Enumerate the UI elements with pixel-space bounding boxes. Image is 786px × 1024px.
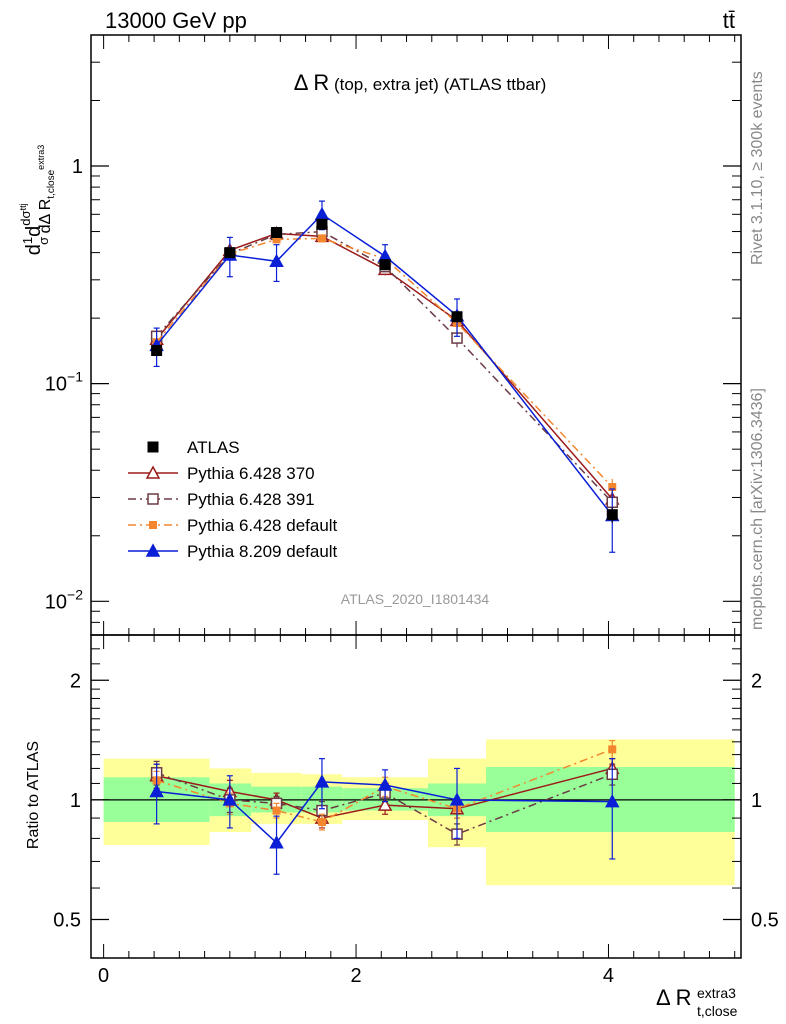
main-y-label: d1σddσttj dΔ Rt,closeextra3 <box>18 145 57 255</box>
x-axis-label-sup: extra3 <box>697 985 736 1001</box>
main-point <box>269 253 284 268</box>
ratio-y-tick-label: 2 <box>70 670 81 692</box>
legend-marker <box>149 521 157 529</box>
main-point <box>271 226 283 238</box>
legend-label: Pythia 6.428 default <box>187 516 338 535</box>
rivet-label: Rivet 3.1.10, ≥ 300k events <box>749 71 766 265</box>
ratio-y-tick-label-right: 1 <box>751 790 762 812</box>
main-point <box>224 247 236 259</box>
legend-entry-0: ATLAS <box>147 438 240 457</box>
ratio-point <box>317 817 326 826</box>
main-axes: 110−110−2 <box>45 35 741 635</box>
legend-entry-3: Pythia 6.428 default <box>128 516 338 535</box>
ratio-point <box>449 792 465 806</box>
x-axis-label-sub: t,close <box>697 1003 738 1019</box>
ratio-point <box>222 792 238 806</box>
ratio-point <box>377 777 393 791</box>
legend-marker <box>145 465 161 479</box>
main-y-label-text: d1σddσttj dΔ Rt,closeextra3 <box>18 145 57 255</box>
ratio-point <box>377 797 393 811</box>
legend-label: Pythia 8.209 default <box>187 542 338 561</box>
ratio-frame <box>90 634 742 959</box>
process-label: tt̄ <box>723 8 735 33</box>
mcplots-label: mcplots.cern.ch [arXiv:1306.3436] <box>749 388 766 630</box>
analysis-id-label: ATLAS_2020_I1801434 <box>341 591 490 607</box>
legend-entry-4: Pythia 8.209 default <box>128 542 338 561</box>
main-point <box>379 259 391 271</box>
legend-entry-1: Pythia 6.428 370 <box>128 464 315 483</box>
x-tick-label: 0 <box>98 965 109 987</box>
x-tick-label: 2 <box>350 965 361 987</box>
main-point <box>314 206 330 221</box>
legend-marker <box>145 543 161 557</box>
main-series-0 <box>151 218 618 523</box>
main-series <box>149 200 620 553</box>
main-y-tick-label: 10−1 <box>45 369 83 396</box>
main-title-symbol: Δ R <box>294 70 329 95</box>
ratio-point <box>608 745 617 754</box>
ratio-axes: 0.5 0.5 1 1 2 2 0 2 4 <box>53 635 779 987</box>
main-y-tick-exp: −1 <box>67 369 83 385</box>
main-y-tick-base: 10 <box>45 374 67 396</box>
main-title-text: (top, extra jet) (ATLAS ttbar) <box>329 75 546 94</box>
main-title: Δ R (top, extra jet) (ATLAS ttbar) <box>294 70 546 95</box>
ratio-y-tick-label-right: 0.5 <box>751 909 779 931</box>
ratio-point <box>604 794 620 808</box>
main-point <box>451 311 463 323</box>
legend-label: Pythia 6.428 391 <box>187 490 315 509</box>
ratio-y-label: Ratio to ATLAS <box>25 741 42 849</box>
ratio-y-tick-label: 0.5 <box>53 909 81 931</box>
ratio-series-3 <box>149 758 620 875</box>
ratio-point <box>314 774 330 788</box>
legend-label: Pythia 6.428 370 <box>187 464 315 483</box>
legend: ATLAS Pythia 6.428 370 Pythia 6.428 391 Pyt… <box>128 438 338 561</box>
main-y-tick-label: 10−2 <box>45 586 83 613</box>
ratio-series <box>149 739 620 875</box>
x-axis-label-main: Δ R <box>656 985 691 1010</box>
ratio-point <box>269 835 284 849</box>
ratio-y-tick-label-right: 2 <box>751 670 762 692</box>
legend-label: ATLAS <box>187 438 240 457</box>
main-y-tick-base: 10 <box>45 591 67 613</box>
legend-entry-2: Pythia 6.428 391 <box>128 490 315 509</box>
ratio-point <box>149 783 164 798</box>
main-y-tick-exp: −2 <box>67 586 83 602</box>
main-y-tick-label: 1 <box>72 156 83 178</box>
x-axis-label: Δ R extra3 t,close <box>656 985 738 1019</box>
main-point <box>317 234 326 243</box>
ratio-point <box>272 806 281 815</box>
x-tick-label: 4 <box>603 965 614 987</box>
energy-label: 13000 GeV pp <box>105 8 247 33</box>
main-point <box>316 218 328 230</box>
main-point <box>151 345 163 357</box>
main-point <box>606 509 618 521</box>
legend-marker <box>147 441 159 453</box>
ratio-y-tick-label: 1 <box>70 790 81 812</box>
legend-marker <box>147 493 159 505</box>
